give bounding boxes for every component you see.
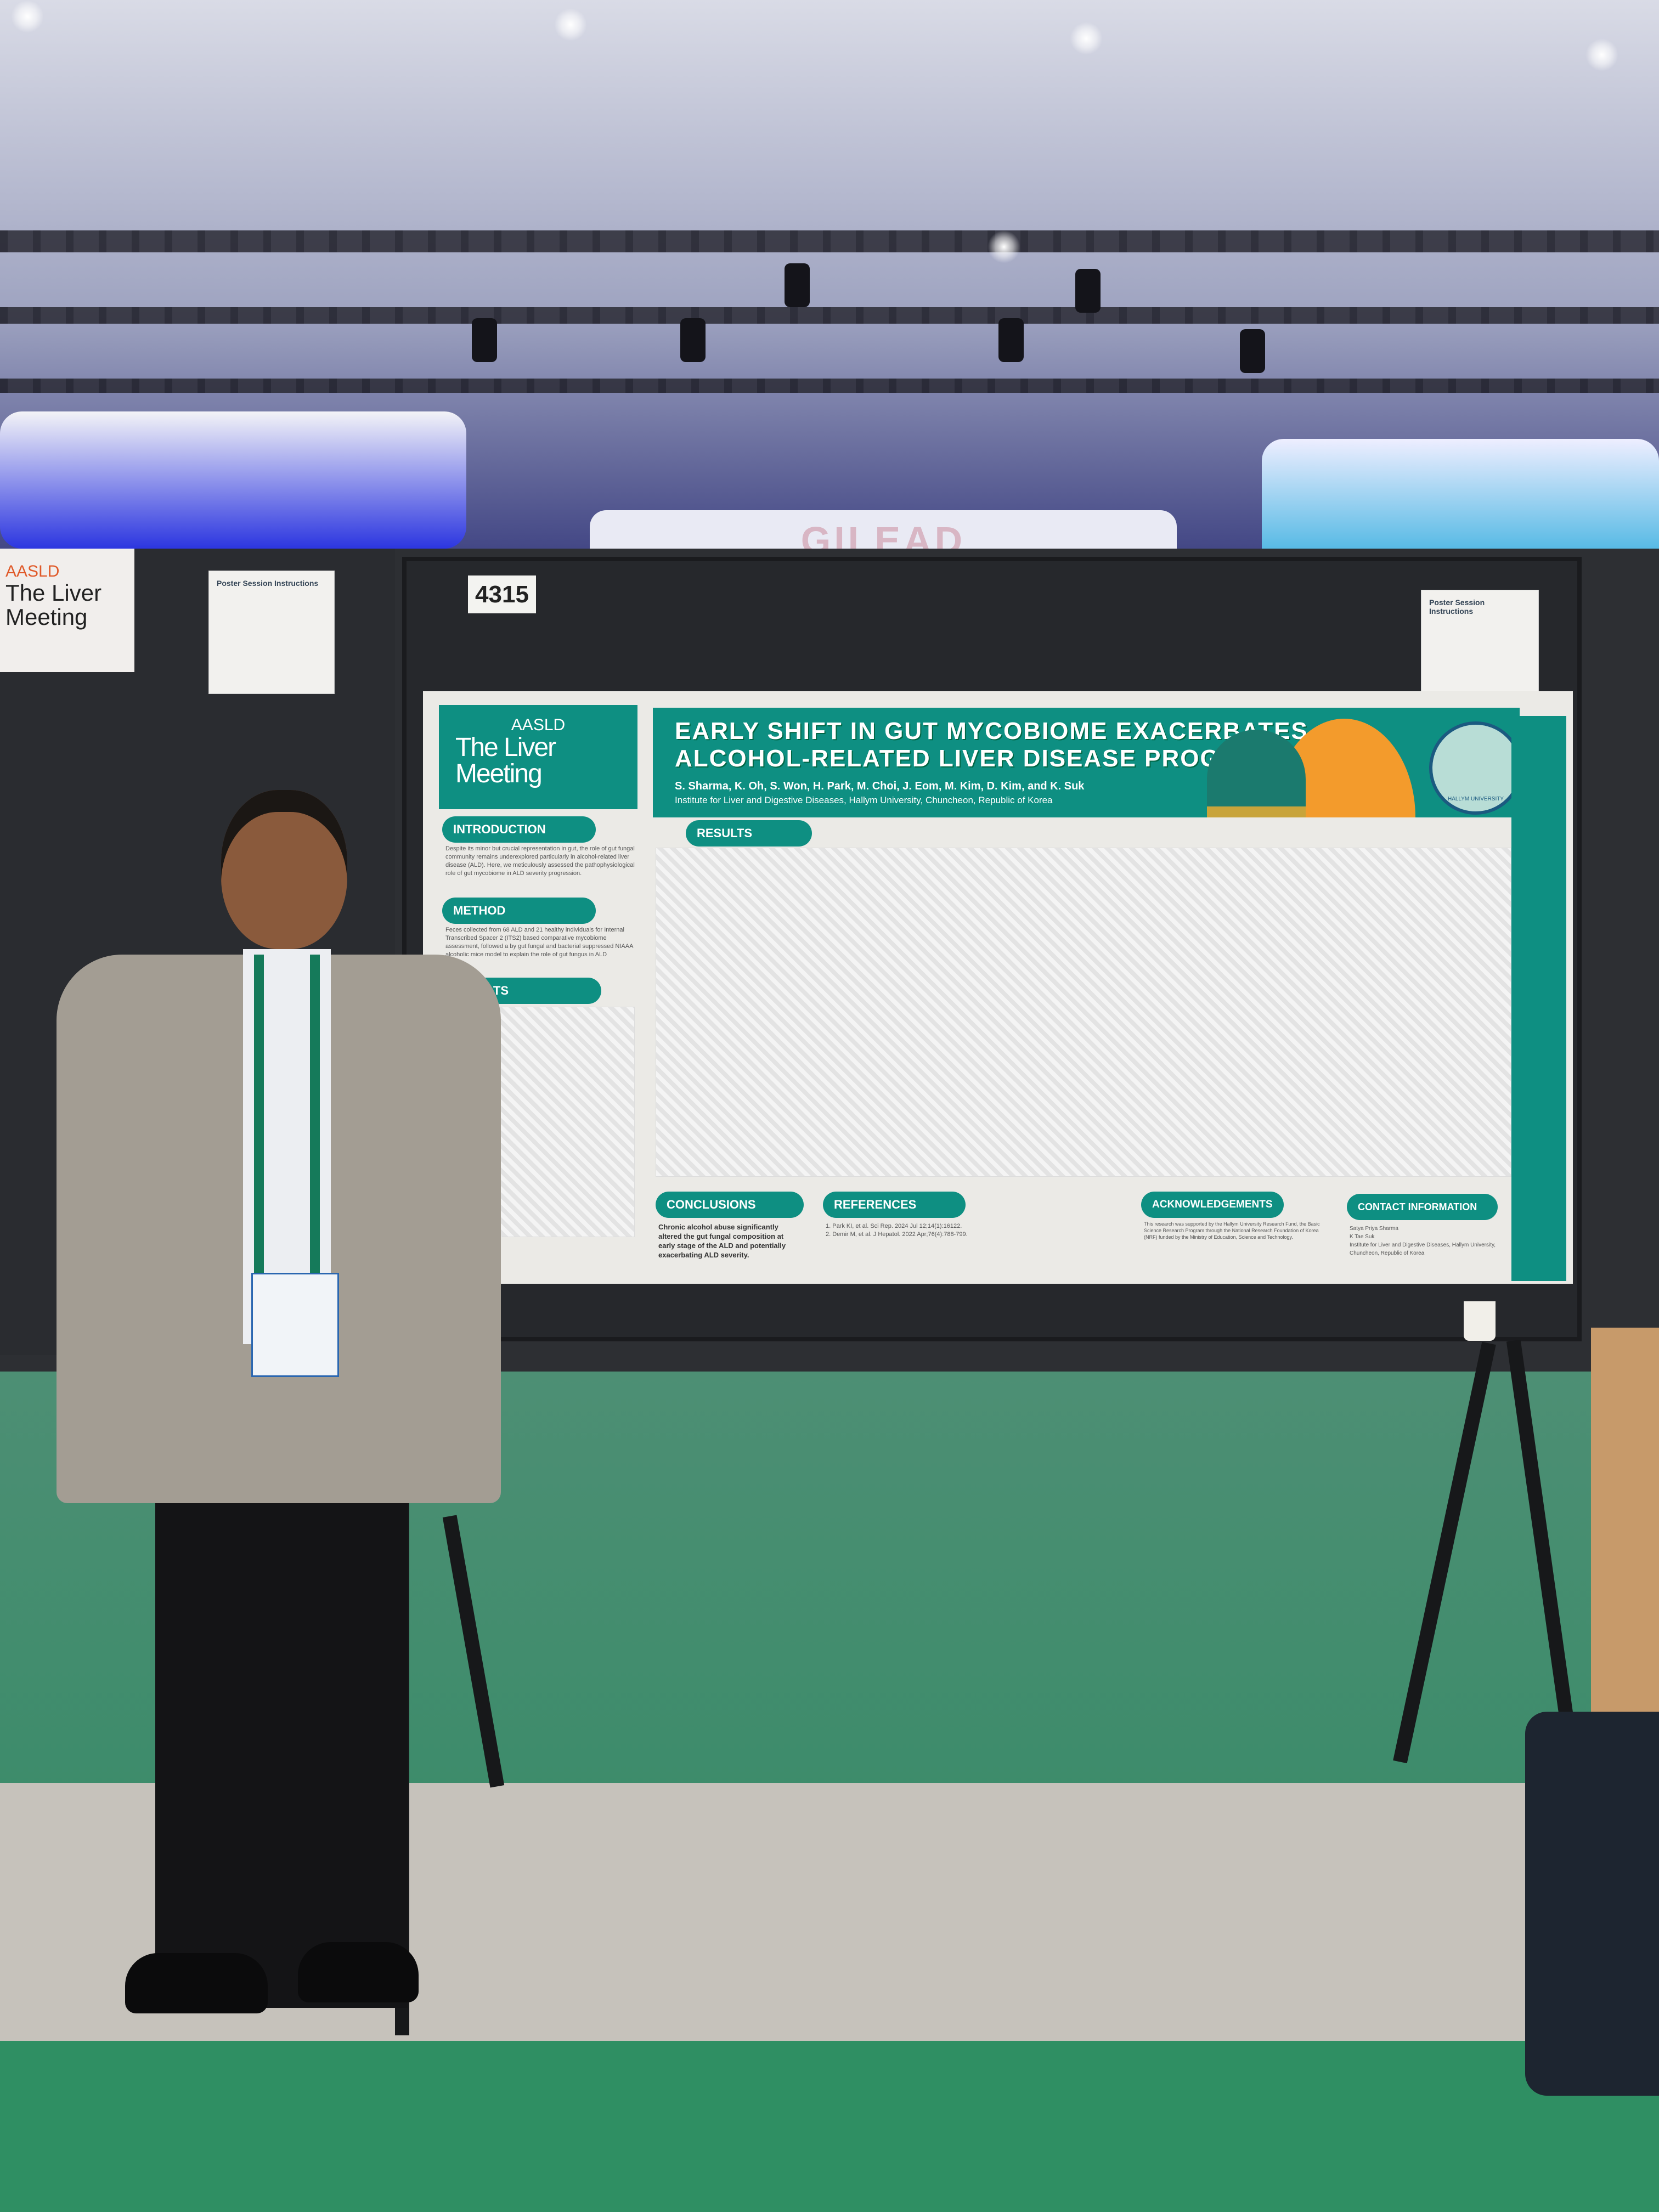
booth-canopy xyxy=(0,411,466,549)
ceiling-light xyxy=(554,8,587,41)
lighting-truss xyxy=(0,307,1659,324)
green-carpet xyxy=(0,2041,1659,2212)
lanyard xyxy=(254,955,320,1284)
stage-lamp xyxy=(785,263,810,307)
section-text: Despite its minor but crucial representa… xyxy=(445,845,635,877)
liver-meeting-logo: AASLD The Liver Meeting xyxy=(439,705,637,809)
name-badge xyxy=(251,1273,339,1377)
stage-lamp xyxy=(472,318,497,362)
ceiling-light xyxy=(11,0,44,33)
session-instructions: Poster Session Instructions xyxy=(208,571,335,694)
shoe xyxy=(298,1942,419,2002)
affiliation: Institute for Liver and Digestive Diseas… xyxy=(675,795,1053,805)
stage-lamp xyxy=(998,318,1024,362)
results-figures xyxy=(656,848,1511,1177)
lighting-truss xyxy=(0,379,1659,393)
contact-info: Satya Priya Sharma K Tae Suk Institute f… xyxy=(1350,1226,1496,1256)
authors: S. Sharma, K. Oh, S. Won, H. Park, M. Ch… xyxy=(675,780,1085,792)
capitol-dome-graphic xyxy=(1207,730,1306,817)
session-instructions: Poster Session Instructions xyxy=(1421,590,1539,708)
paper-cup xyxy=(1464,1301,1496,1341)
poster-number: 4315 xyxy=(468,575,536,613)
presenter xyxy=(57,790,501,2090)
section-text: This research was supported by the Hally… xyxy=(1144,1221,1320,1240)
liver-meeting-sign: AASLD The Liver Meeting xyxy=(0,549,134,672)
poster-title: EARLY SHIFT IN GUT MYCOBIOME EXACERBATES xyxy=(675,718,1308,744)
hallym-university-seal: HALLYM UNIVERSITY xyxy=(1429,721,1522,815)
backpack xyxy=(1525,1712,1659,2096)
head xyxy=(221,790,347,949)
section-heading: REFERENCES xyxy=(823,1192,966,1218)
poster-sidebar xyxy=(1511,716,1566,1281)
ceiling-light xyxy=(1585,38,1618,71)
stage-lamp xyxy=(1075,269,1101,313)
section-heading: METHOD xyxy=(442,898,596,924)
ceiling-light xyxy=(988,230,1020,263)
reference-list: 1. Park KI, et al. Sci Rep. 2024 Jul 12;… xyxy=(826,1223,968,1238)
section-heading: CONTACT INFORMATION xyxy=(1347,1194,1498,1220)
section-heading: ACKNOWLEDGEMENTS xyxy=(1141,1192,1284,1218)
lighting-truss xyxy=(0,230,1659,252)
section-text: Chronic alcohol abuse significantly alte… xyxy=(658,1223,786,1259)
ceiling-light xyxy=(1070,22,1103,55)
section-text: Feces collected from 68 ALD and 21 healt… xyxy=(445,927,633,958)
poster-tube xyxy=(1591,1328,1659,1712)
section-heading: INTRODUCTION xyxy=(442,816,596,843)
section-heading: RESULTS xyxy=(686,820,812,847)
trousers xyxy=(155,1498,408,2008)
stage-lamp xyxy=(1240,329,1265,373)
section-heading: CONCLUSIONS xyxy=(656,1192,804,1218)
stage-lamp xyxy=(680,318,706,362)
shoe xyxy=(125,1953,268,2013)
